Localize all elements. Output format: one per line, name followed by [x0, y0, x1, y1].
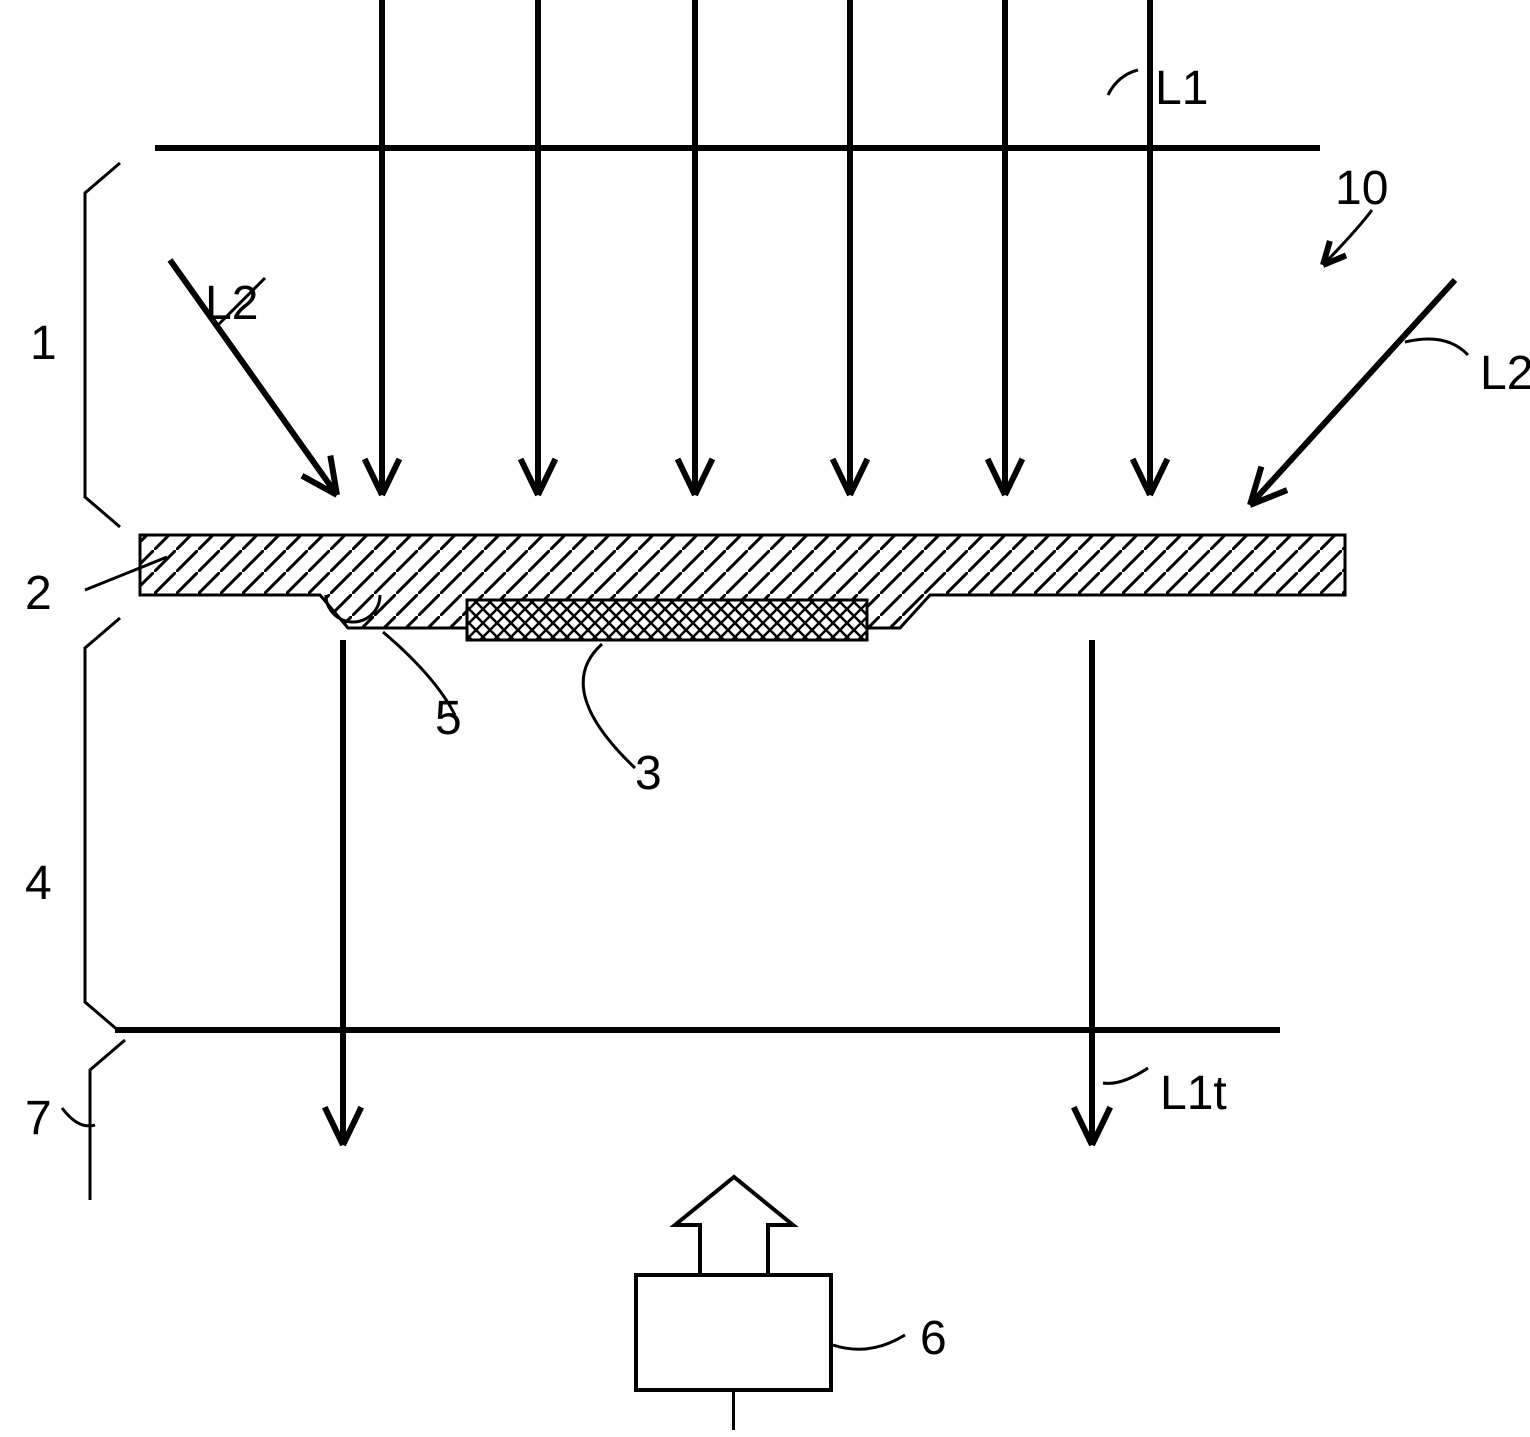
label-L2_right: L2 — [1480, 346, 1530, 401]
label-num_3: 3 — [635, 746, 662, 801]
label-L1: L1 — [1155, 61, 1208, 116]
label-num_6: 6 — [920, 1311, 947, 1366]
technical-diagram — [0, 0, 1530, 1437]
label-num_1: 1 — [30, 316, 57, 371]
label-num_10: 10 — [1335, 161, 1388, 216]
label-L2_left: L2 — [205, 276, 258, 331]
label-num_2: 2 — [25, 566, 52, 621]
label-num_5: 5 — [435, 691, 462, 746]
label-num_4: 4 — [25, 856, 52, 911]
label-L1t: L1t — [1160, 1066, 1227, 1121]
label-num_7: 7 — [25, 1091, 52, 1146]
